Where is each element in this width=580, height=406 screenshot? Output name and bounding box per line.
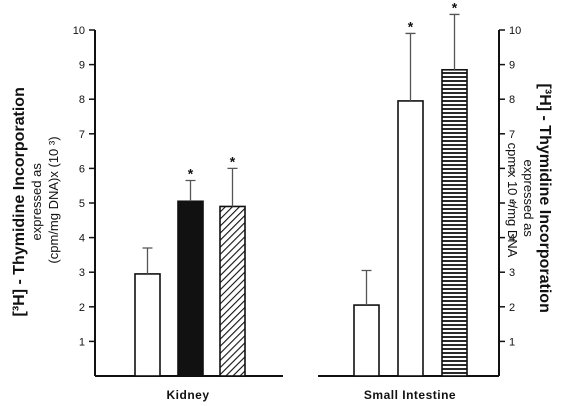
small-intestine-y-tick-label: 4	[509, 233, 515, 245]
kidney-bar-2	[177, 200, 204, 377]
kidney-error-bar-1	[142, 247, 153, 274]
small-intestine-bar-1	[353, 304, 380, 377]
kidney-category-label: Kidney	[166, 388, 209, 402]
small-intestine-ylabel-line-1: [³H] - Thymidine Incorporation	[536, 84, 553, 313]
small-intestine-ylabel-line-2: expressed as	[521, 160, 536, 238]
kidney-ylabel-line-1: [³H] - Thymidine Incorporation	[11, 87, 28, 316]
kidney-bar-1	[134, 273, 161, 377]
small-intestine-ylabel: [³H] - Thymidine Incorporation expressed…	[505, 84, 553, 317]
kidney-y-tick-label: 7	[79, 129, 85, 141]
kidney-ylabel-line-2: expressed as	[29, 163, 44, 241]
kidney-y-tick-label: 9	[79, 60, 85, 72]
small-intestine-y-tick-label: 6	[509, 163, 515, 175]
kidney-y-tick-label: 8	[79, 94, 85, 106]
kidney-ylabel-line-3: (cpm/mg DNA)x (10 ³)	[46, 136, 61, 263]
kidney-error-bar-2	[185, 179, 196, 202]
kidney-panel: [³H] - Thymidine Incorporation expressed…	[11, 25, 283, 402]
small-intestine-ylabel-line-3: cpm x 10 ⁴/mg DNA	[505, 143, 520, 258]
kidney-y-tick-label: 6	[79, 163, 85, 175]
kidney-ylabel: [³H] - Thymidine Incorporation expressed…	[11, 84, 61, 317]
small-intestine-error-bar-1	[361, 269, 372, 306]
small-intestine-error-bar-3	[449, 13, 460, 70]
kidney-bar-3	[219, 205, 246, 377]
kidney-y-tick-label: 3	[79, 267, 85, 279]
small-intestine-y-tick-label: 3	[509, 267, 515, 279]
small-intestine-significance-marker-2: *	[408, 18, 414, 34]
kidney-y-tick-label: 10	[73, 25, 85, 37]
small-intestine-y-tick-label: 9	[509, 60, 515, 72]
small-intestine-y-tick-label: 1	[509, 336, 515, 348]
kidney-y-tick-label: 4	[79, 233, 85, 245]
kidney-error-bar-3	[227, 167, 238, 207]
small-intestine-panel: 1 2 3 4 5 6 7 8 9 10 * * Small Intestine [³H] - Th…	[318, 0, 553, 402]
small-intestine-bar-2	[397, 100, 424, 377]
small-intestine-y-tick-label: 8	[509, 94, 515, 106]
kidney-significance-marker-3: *	[230, 153, 236, 169]
small-intestine-error-bar-2	[405, 32, 416, 101]
small-intestine-y-tick-label: 7	[509, 129, 515, 141]
small-intestine-y-tick-label: 2	[509, 302, 515, 314]
small-intestine-category-label: Small Intestine	[364, 388, 456, 402]
small-intestine-significance-marker-3: *	[452, 0, 458, 15]
small-intestine-y-tick-label: 10	[509, 25, 521, 37]
kidney-significance-marker-2: *	[188, 166, 194, 182]
small-intestine-bar-3	[441, 68, 468, 377]
kidney-y-tick-label: 1	[79, 336, 85, 348]
kidney-y-tick-label: 2	[79, 302, 85, 314]
kidney-y-tick-label: 5	[79, 198, 85, 210]
small-intestine-y-tick-label: 5	[509, 198, 515, 210]
